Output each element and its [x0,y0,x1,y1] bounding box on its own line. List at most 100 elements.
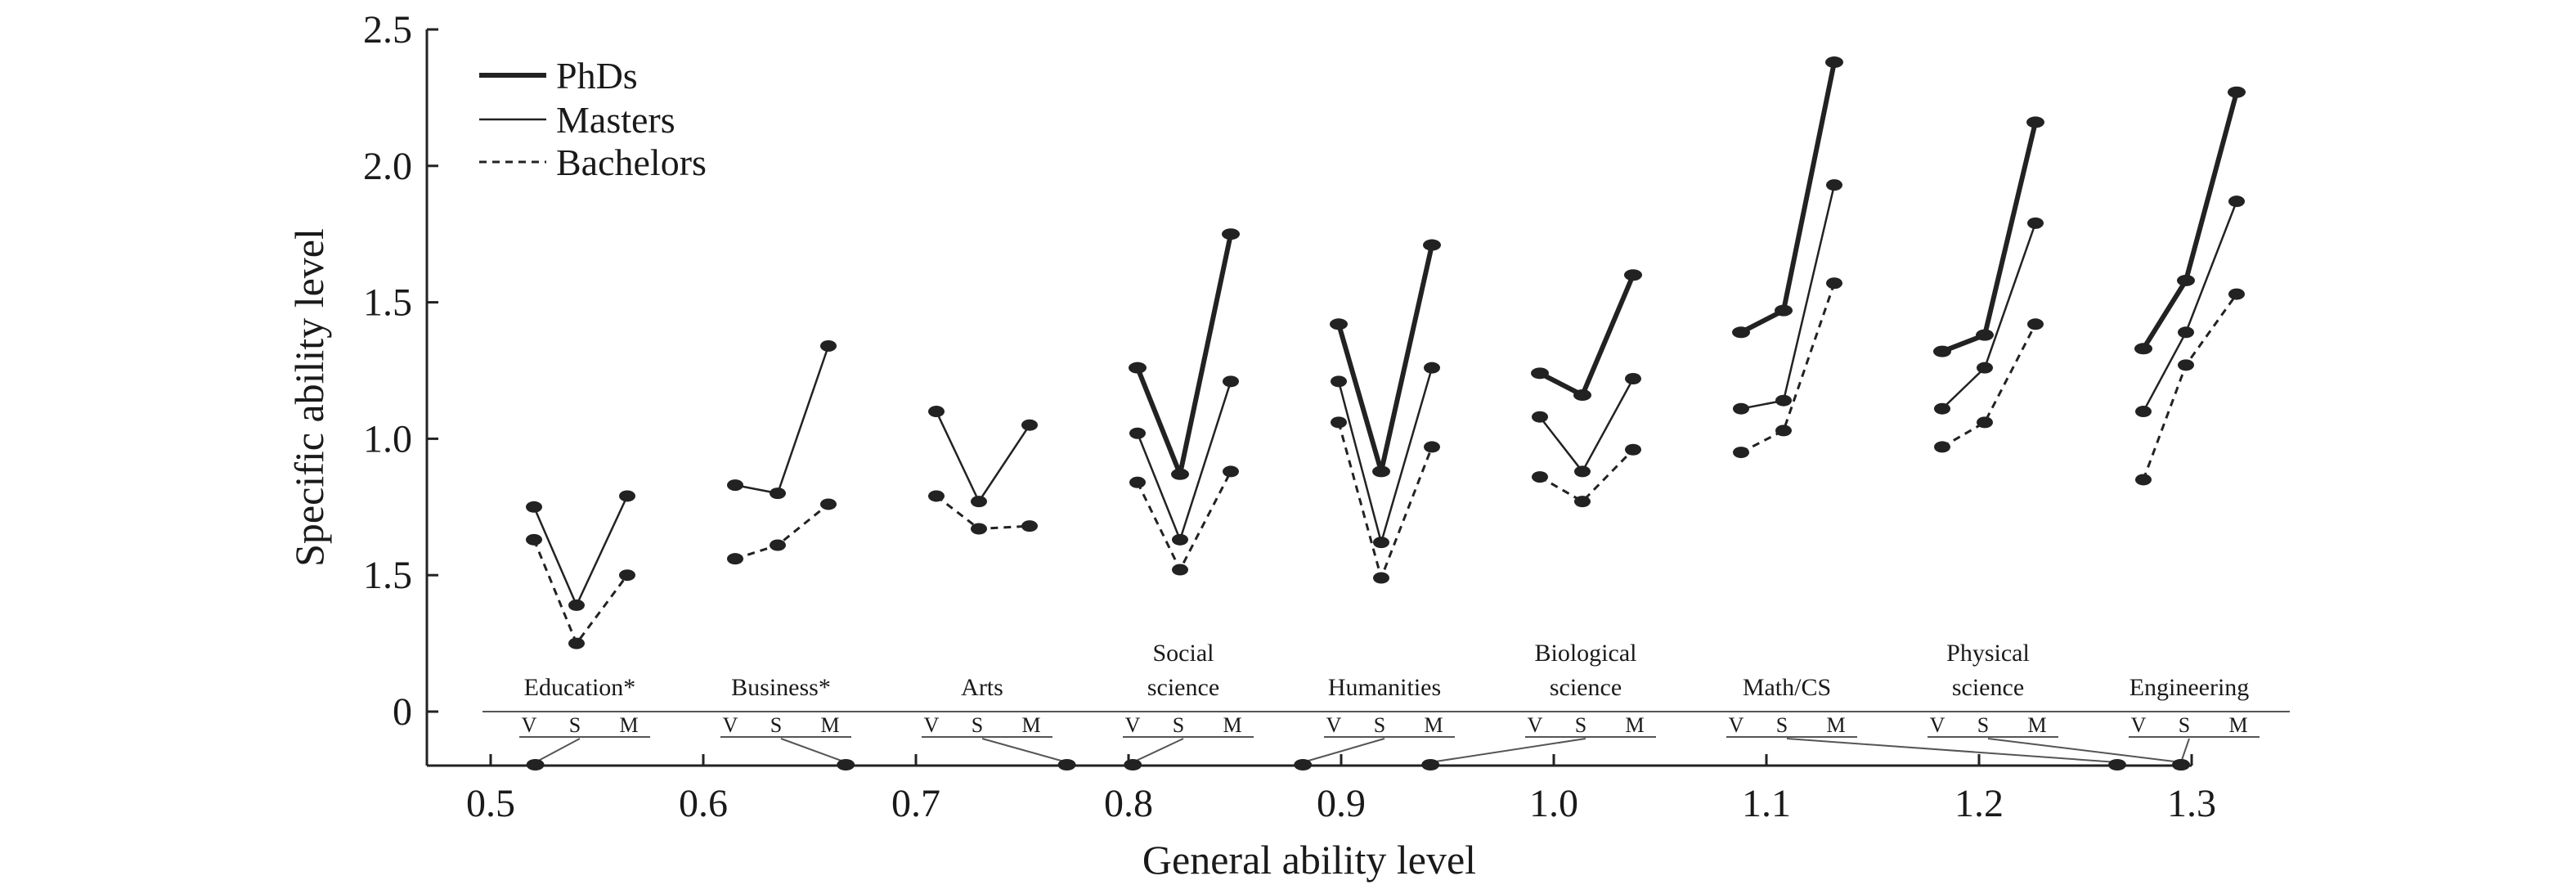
field-label: Engineering [2129,674,2250,701]
subject-label-v: V [1528,713,1543,737]
bachelors-point-v [727,553,743,565]
bachelors-line [734,503,829,560]
masters-point-s [568,599,585,611]
general-ability-marker [2108,759,2126,770]
field-label: Humanities [1328,674,1441,701]
masters-point-v [526,501,542,513]
general-ability-marker [1057,759,1076,770]
field-label: Math/CS [1743,674,1831,701]
masters-line [734,345,830,495]
masters-point-m [1826,179,1842,191]
legend-label-masters: Masters [556,99,675,141]
subject-label-v: V [1125,713,1141,737]
bachelors-point-v [526,533,542,546]
phds-point-s [1372,465,1390,478]
subject-label-s: S [1374,713,1385,737]
general-ability-marker [526,759,545,770]
x-tick-label: 1.2 [1954,782,2004,825]
masters-point-m [2228,195,2245,208]
x-tick-label: 1.3 [2167,782,2216,825]
bachelors-point-m [619,569,635,582]
bachelors-point-m [2027,318,2044,330]
subject-label-m: M [1021,713,1040,737]
masters-point-v [1532,411,1548,423]
y-tick-label: 2.5 [363,8,412,52]
field-label: Social [1153,640,1214,667]
masters-point-v [928,406,945,418]
masters-point-s [1574,465,1591,478]
subject-label-s: S [972,713,983,737]
subject-label-m: M [1625,713,1644,737]
subject-label-s: S [1173,713,1184,737]
field-label: Arts [961,674,1003,701]
legend-label-phds: PhDs [556,55,638,97]
y-tick-label: 1.0 [363,417,412,460]
phds-point-m [2228,86,2246,98]
x-tick-label: 0.6 [679,782,728,825]
field-label: Biological [1535,640,1637,667]
bachelors-point-m [1826,277,1842,290]
bachelors-point-v [1934,441,1950,453]
general-ability-marker [1421,759,1440,770]
bachelors-line [1136,470,1232,572]
subject-label-v: V [1930,713,1945,737]
masters-point-m [1625,373,1641,385]
phds-line [1739,61,1837,335]
x-axis-title: General ability level [1142,837,1476,883]
x-tick-label: 0.7 [891,782,940,825]
general-ability-marker [1124,759,1142,770]
subject-label-m: M [2228,713,2247,737]
axes: 0 1.5 1.0 1.5 2.0 2.5 0.5 0.6 0.7 0.8 0.9 1.0 1.1 1.2… [286,8,2290,883]
masters-point-m [1223,375,1239,388]
masters-point-m [2027,217,2044,229]
general-ability-pointer [780,738,846,763]
bachelors-point-m [1625,443,1641,456]
subject-label-v: V [1326,713,1342,737]
bachelors-point-v [1532,471,1548,483]
masters-point-v [727,479,743,492]
masters-point-s [971,496,987,508]
masters-point-m [619,490,635,502]
bachelors-point-s [1373,572,1389,584]
x-tick-label: 1.1 [1742,782,1791,825]
bachelors-point-m [1021,520,1038,532]
subject-label-m: M [1223,713,1241,737]
phds-point-s [1573,389,1591,402]
phds-point-s [1976,329,1994,341]
bachelors-point-s [1977,416,1993,429]
phds-point-s [2177,274,2195,286]
masters-line [2142,200,2238,412]
bachelors-point-m [820,498,837,510]
bachelors-point-s [1172,564,1188,576]
subject-label-s: S [1776,713,1788,737]
general-ability-pointer [2180,738,2190,763]
bachelors-point-s [1775,425,1792,437]
bachelors-point-s [770,539,786,551]
phds-point-s [1171,468,1189,480]
masters-point-v [2135,406,2152,418]
field-label: science [1147,674,1219,701]
masters-point-m [1424,362,1440,374]
masters-point-m [1021,419,1038,431]
y-tick-label: 2.0 [363,145,412,188]
subject-label-v: V [723,713,738,737]
masters-point-s [2178,326,2194,339]
phds-line [1941,121,2038,354]
subject-label-s: S [1977,713,1989,737]
x-tick-label: 0.9 [1317,782,1366,825]
bachelors-point-v [2135,474,2152,486]
subject-label-s: S [770,713,782,737]
general-ability-marker [2172,759,2190,770]
y-axis-title: Specific ability level [286,228,332,567]
y-tick-label: 1.5 [363,281,412,325]
phds-point-v [1933,345,1951,357]
masters-point-v [1129,427,1146,439]
general-ability-pointer [1987,738,2182,763]
bachelors-point-s [568,637,585,649]
masters-point-s [1172,533,1188,546]
subject-label-s: S [569,713,581,737]
phds-line [1135,233,1233,477]
phds-point-m [1222,228,1240,240]
masters-point-v [1733,402,1749,415]
